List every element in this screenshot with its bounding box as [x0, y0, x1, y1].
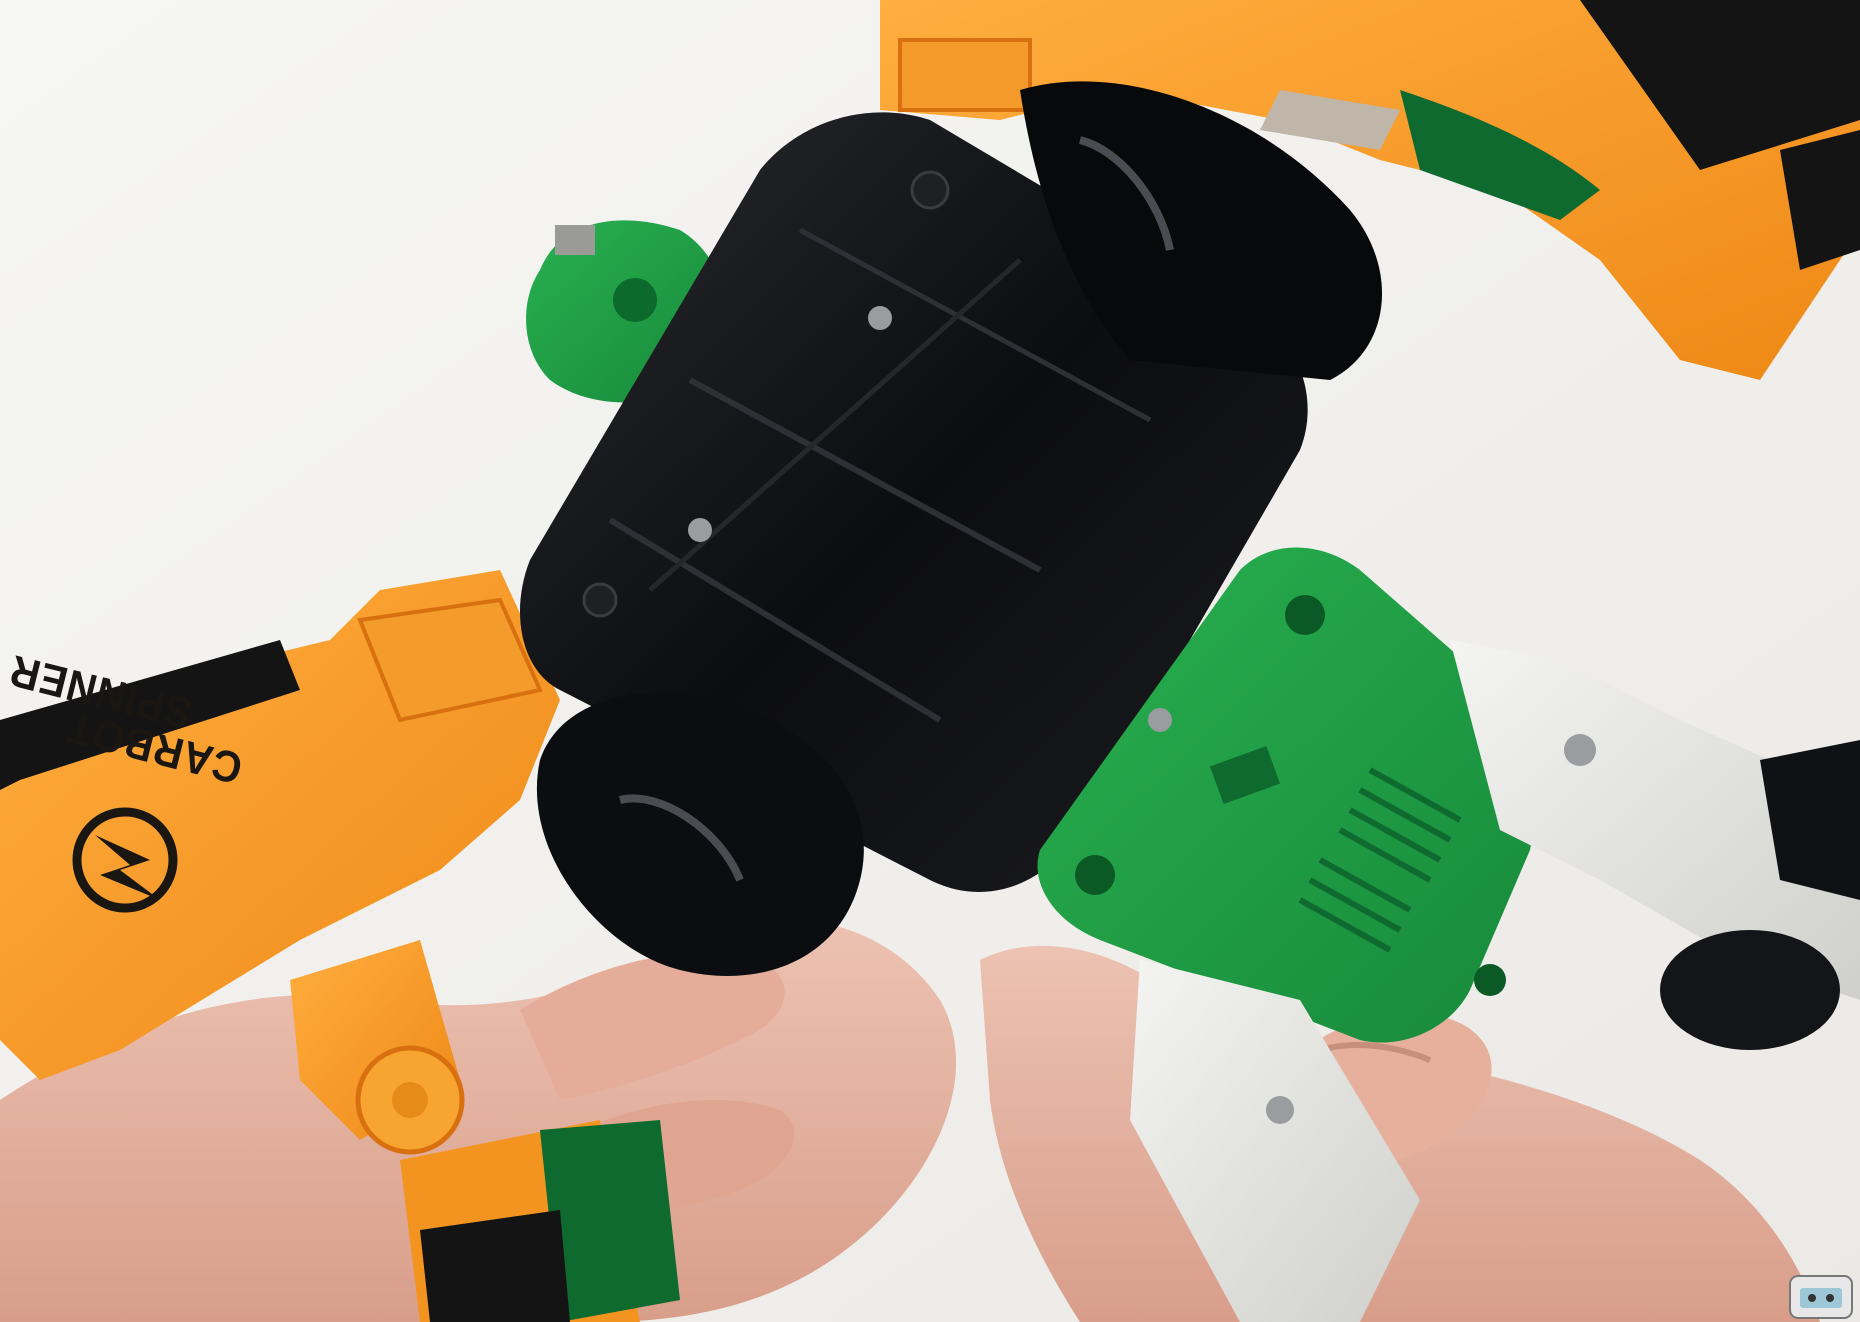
lightning-bolt-logo-icon — [72, 807, 178, 913]
white-limb — [1130, 640, 1860, 1322]
channel-badge-icon — [1789, 1275, 1853, 1319]
vent-grille — [1298, 767, 1462, 953]
black-body — [520, 81, 1383, 976]
left-limb — [0, 570, 680, 1322]
top-right-limb — [880, 0, 1860, 380]
green-panel — [1037, 547, 1537, 1043]
